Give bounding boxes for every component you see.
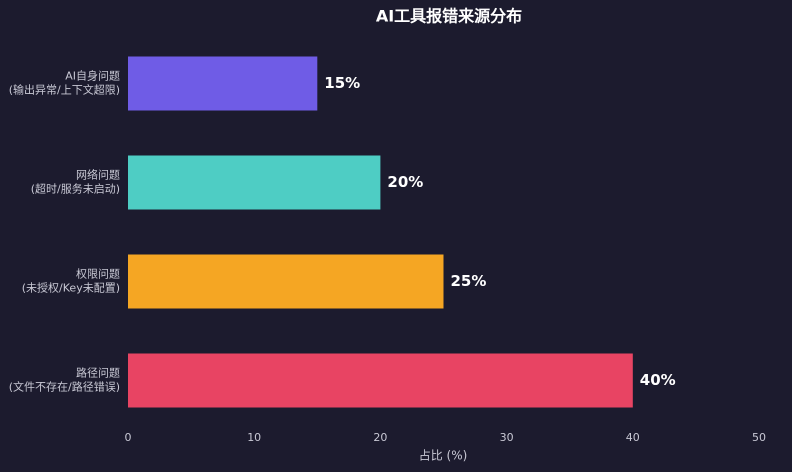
bar (128, 56, 318, 111)
bar (128, 353, 633, 408)
x-tick-label: 30 (500, 431, 514, 444)
bar (128, 155, 381, 210)
value-label: 40% (640, 371, 676, 389)
chart-title: AI工具报错来源分布 (376, 7, 522, 26)
value-label: 20% (387, 173, 423, 191)
y-tick-label: 权限问题(未授权/Key未配置) (22, 268, 120, 295)
x-tick-label: 10 (247, 431, 261, 444)
bar (128, 254, 444, 309)
x-tick-label: 50 (752, 431, 766, 444)
y-tick-label: 网络问题(超时/服务未启动) (31, 168, 120, 196)
x-tick-label: 20 (373, 431, 387, 444)
y-tick-label: AI自身问题(输出异常/上下文超限) (9, 69, 120, 97)
value-label: 15% (324, 74, 360, 92)
x-axis-title: 占比 (%) (419, 448, 468, 463)
value-label: 25% (451, 272, 487, 290)
x-tick-label: 0 (125, 431, 132, 444)
x-tick-label: 40 (626, 431, 640, 444)
y-tick-label: 路径问题(文件不存在/路径错误) (9, 367, 120, 394)
